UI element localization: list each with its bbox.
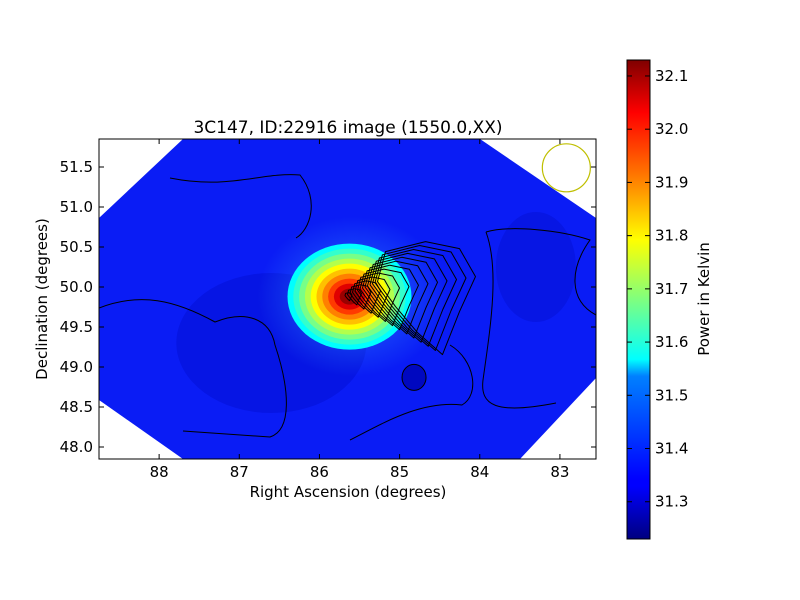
contour-line [349, 284, 372, 310]
contour-line [347, 288, 362, 306]
colorbar-tick-label: 31.4 [655, 440, 688, 458]
beam-circle [541, 143, 591, 193]
x-axis-ticks: 88 87 86 85 84 83 [150, 139, 569, 481]
y-tick-label: 50.5 [60, 238, 93, 256]
source-minimum [402, 364, 427, 391]
contour-lines [99, 174, 596, 441]
y-tick-label: 49.5 [60, 318, 93, 336]
colorbar: 31.3 31.4 31.5 31.6 31.7 31.8 31.9 32.0 32.1 Pow… [626, 59, 713, 540]
chart-title: 3C147, ID:22916 image (1550.0,XX) [193, 118, 502, 138]
contour-line [344, 292, 353, 302]
contour-line [169, 174, 312, 239]
colorbar-gradient [626, 59, 651, 540]
x-tick-label: 84 [470, 463, 489, 481]
y-tick-label: 51.0 [60, 198, 93, 216]
y-axis-label: Declination (degrees) [33, 218, 51, 380]
contour-line [485, 228, 596, 316]
y-tick-label: 48.5 [60, 398, 93, 416]
x-axis-label: Right Ascension (degrees) [250, 483, 447, 501]
colorbar-label: Power in Kelvin [695, 242, 713, 356]
y-tick-label: 50.0 [60, 278, 93, 296]
x-tick-label: 85 [390, 463, 409, 481]
plot-area [98, 138, 597, 460]
y-tick-label: 51.5 [60, 158, 93, 176]
contour-line [482, 231, 557, 409]
contour-line [377, 241, 476, 356]
contour-line [364, 260, 429, 335]
y-axis-ticks: 48.0 48.5 49.0 49.5 50.0 50.5 51.0 51.5 [60, 158, 596, 456]
contour-line [401, 363, 427, 391]
contour-line [352, 280, 381, 314]
colorbar-tick-label: 31.5 [655, 386, 688, 404]
contour-line [357, 272, 400, 322]
contour-line [362, 264, 419, 331]
contour-line [359, 268, 410, 327]
contour-line [99, 299, 287, 438]
colorbar-tick-label: 32.0 [655, 120, 688, 138]
x-tick-label: 88 [150, 463, 169, 481]
plot-frame [98, 138, 597, 460]
colorbar-tick-label: 31.3 [655, 493, 688, 511]
colorbar-tick-label: 31.6 [655, 333, 688, 351]
heatmap-low-region [495, 212, 576, 322]
contour-line [369, 252, 448, 343]
colorbar-tick-label: 31.7 [655, 280, 688, 298]
x-tick-label: 87 [230, 463, 249, 481]
x-tick-label: 86 [310, 463, 329, 481]
contour-line [372, 249, 457, 347]
colorbar-ticks: 31.3 31.4 31.5 31.6 31.7 31.8 31.9 32.0 32.1 [627, 67, 688, 511]
contour-line [374, 245, 467, 351]
colorbar-tick-label: 31.9 [655, 173, 688, 191]
contour-line [349, 344, 474, 441]
y-tick-label: 48.0 [60, 438, 93, 456]
colorbar-tick-label: 32.1 [655, 67, 688, 85]
x-tick-label: 83 [550, 463, 569, 481]
colorbar-tick-label: 31.8 [655, 227, 688, 245]
y-tick-label: 49.0 [60, 358, 93, 376]
